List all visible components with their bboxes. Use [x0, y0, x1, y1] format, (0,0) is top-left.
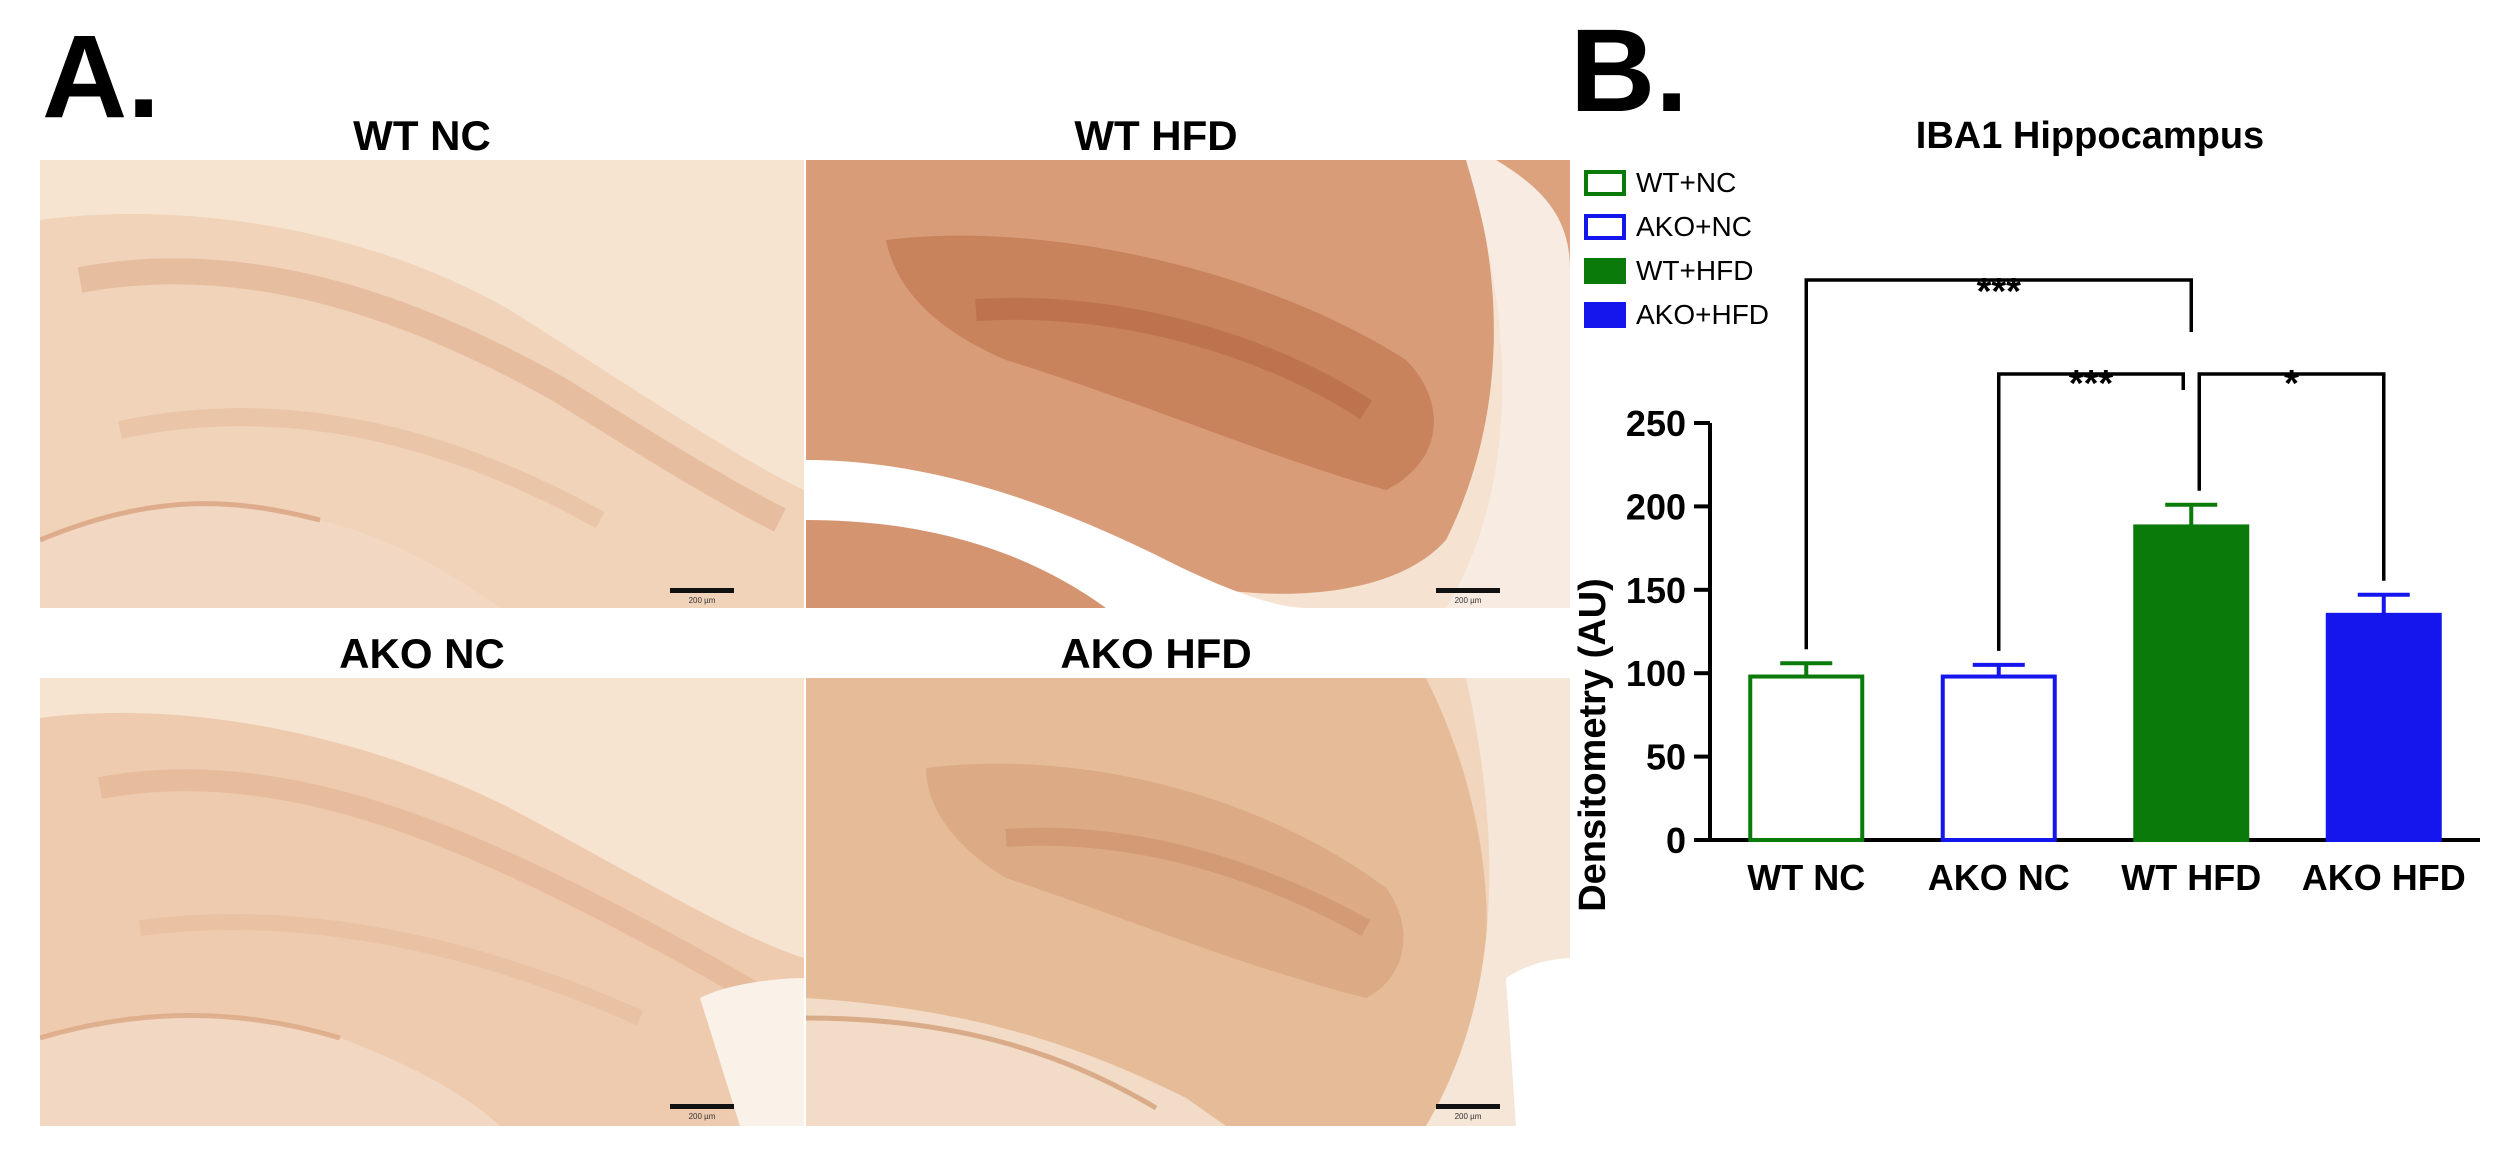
legend-swatch	[1584, 302, 1626, 328]
micrograph-title-wt-hfd: WT HFD	[1074, 112, 1238, 159]
micrograph-title-ako-nc: AKO NC	[339, 630, 505, 677]
significance-label: *	[2284, 363, 2299, 405]
legend-swatch	[1584, 170, 1626, 196]
x-tick-label: AKO HFD	[2302, 857, 2466, 898]
significance-label: ***	[1977, 271, 2022, 313]
bar-ako-hfd	[2325, 612, 2442, 842]
scale-bar	[1436, 1104, 1500, 1109]
legend-label: WT+HFD	[1636, 255, 1753, 286]
bar-wt-nc	[1748, 674, 1865, 843]
scale-bar-label: 200 µm	[688, 596, 716, 605]
y-axis-label: Densitometry (AU)	[1572, 578, 1614, 912]
bar-ako-nc	[1940, 674, 2057, 843]
plot-area: 0 50 100 150 200 250 WT NC AKO NC WT HFD AKO HFD *…	[1584, 167, 2480, 898]
significance-bracket	[2197, 372, 2386, 581]
scale-bar	[670, 588, 734, 593]
scale-bar	[670, 1104, 734, 1109]
significance-bracket	[1997, 372, 2185, 651]
iba1-bar-chart: IBA1 Hippocampus Densitometry (AU) 0 50 10…	[1560, 100, 2490, 1160]
legend-label: WT+NC	[1636, 167, 1736, 198]
y-tick-label: 150	[1626, 570, 1686, 611]
y-tick-label: 100	[1626, 653, 1686, 694]
micrograph-title-ako-hfd: AKO HFD	[1060, 630, 1252, 677]
chart-title: IBA1 Hippocampus	[1916, 115, 2264, 157]
panel-a-label: A.	[42, 11, 160, 143]
y-tick-label: 0	[1666, 820, 1686, 861]
legend-swatch	[1584, 214, 1626, 240]
legend-label: AKO+NC	[1636, 211, 1752, 242]
micrograph-ako-nc	[40, 678, 804, 1126]
scale-bar-label: 200 µm	[1454, 596, 1482, 605]
micrograph-wt-nc	[40, 160, 804, 608]
x-tick-label: AKO NC	[1928, 857, 2070, 898]
y-tick-label: 250	[1626, 403, 1686, 444]
scale-bar	[1436, 588, 1500, 593]
legend-label: AKO+HFD	[1636, 299, 1769, 330]
micrograph-ako-hfd	[806, 678, 1570, 1126]
significance-label: ***	[2069, 363, 2114, 405]
y-tick-label: 50	[1646, 737, 1686, 778]
legend-swatch	[1584, 258, 1626, 284]
scale-bar-label: 200 µm	[688, 1112, 716, 1121]
bar-wt-hfd	[2133, 524, 2250, 842]
x-tick-label: WT HFD	[2121, 857, 2261, 898]
micrograph-title-wt-nc: WT NC	[353, 112, 491, 159]
y-tick-label: 200	[1626, 486, 1686, 527]
micrograph-wt-hfd	[806, 160, 1570, 608]
scale-bar-label: 200 µm	[1454, 1112, 1482, 1121]
significance-bracket	[1804, 278, 2193, 650]
panel-b-label: B.	[1570, 5, 1688, 137]
x-tick-label: WT NC	[1747, 857, 1865, 898]
chart-svg: IBA1 Hippocampus Densitometry (AU) 0 50 10…	[1572, 115, 2480, 912]
